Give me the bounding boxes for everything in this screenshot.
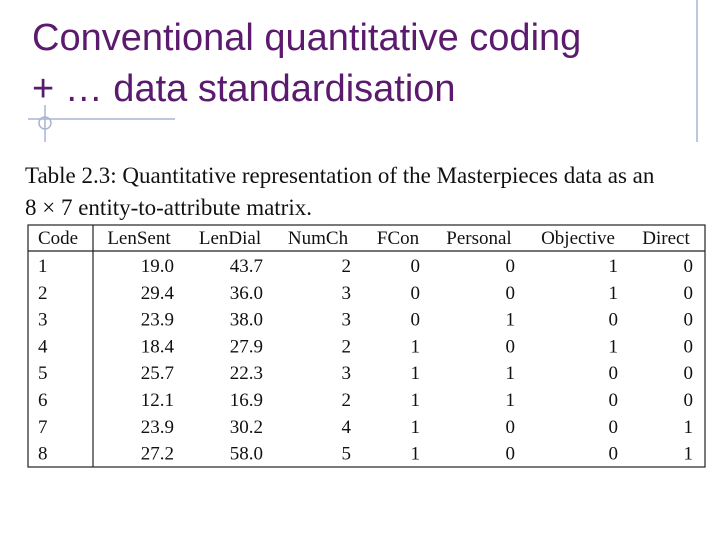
cell: 0 — [411, 283, 421, 304]
cell: 1 — [609, 283, 619, 304]
table-border — [27, 224, 706, 468]
cell: 27.9 — [230, 336, 263, 357]
cell: 12.1 — [141, 390, 174, 411]
cell: 0 — [684, 363, 694, 384]
cell: 27.2 — [141, 444, 174, 465]
column-header: NumCh — [288, 228, 349, 249]
cell: 58.0 — [230, 444, 263, 465]
cell: 1 — [411, 390, 421, 411]
cell: 0 — [411, 256, 421, 277]
cell: 0 — [684, 310, 694, 331]
column-header: Direct — [642, 228, 690, 249]
cell: 36.0 — [230, 283, 263, 304]
cell: 19.0 — [141, 256, 174, 277]
cell: 0 — [609, 390, 619, 411]
column-header: LenDial — [199, 228, 261, 249]
cell: 38.0 — [230, 310, 263, 331]
cell: 0 — [609, 417, 619, 438]
cell: 22.3 — [230, 363, 263, 384]
cell: 0 — [506, 444, 516, 465]
cell: 1 — [506, 310, 516, 331]
cell: 1 — [38, 256, 48, 277]
cell: 0 — [684, 283, 694, 304]
cell: 1 — [609, 256, 619, 277]
cell: 4 — [342, 417, 352, 438]
cell: 4 — [38, 336, 48, 357]
title-line: + … data standardisation — [32, 68, 456, 110]
cell: 0 — [609, 444, 619, 465]
cell: 1 — [684, 444, 694, 465]
cell: 0 — [609, 363, 619, 384]
cell: 2 — [38, 283, 48, 304]
column-header: LenSent — [107, 228, 171, 249]
cell: 3 — [342, 283, 352, 304]
title-line: Conventional quantitative coding — [32, 17, 581, 59]
cell: 2 — [342, 256, 352, 277]
cell: 0 — [506, 283, 516, 304]
cell: 23.9 — [141, 417, 174, 438]
cell: 16.9 — [230, 390, 263, 411]
cell: 3 — [342, 310, 352, 331]
cell: 2 — [342, 390, 352, 411]
cell: 43.7 — [230, 256, 263, 277]
cell: 5 — [38, 363, 48, 384]
cell: 5 — [342, 444, 352, 465]
cell: 8 — [38, 444, 48, 465]
caption: 8 × 7 entity-to-attribute matrix. — [25, 195, 312, 220]
cell: 0 — [411, 310, 421, 331]
cell: 1 — [506, 363, 516, 384]
cell: 0 — [684, 336, 694, 357]
cell: 0 — [684, 390, 694, 411]
column-header: Objective — [541, 228, 615, 249]
cell: 1 — [506, 390, 516, 411]
cell: 2 — [342, 336, 352, 357]
cell: 0 — [506, 336, 516, 357]
cell: 1 — [411, 363, 421, 384]
table: Code LenSent LenDial NumCh FCon Personal Objec… — [38, 228, 693, 465]
cell: 29.4 — [141, 283, 175, 304]
cell: 30.2 — [230, 417, 263, 438]
column-header: Code — [38, 228, 78, 249]
cell: 0 — [506, 256, 516, 277]
cell: 3 — [342, 363, 352, 384]
cell: 1 — [609, 336, 619, 357]
cell: 0 — [506, 417, 516, 438]
column-header: FCon — [377, 228, 420, 249]
cell: 25.7 — [141, 363, 174, 384]
cell: 1 — [684, 417, 694, 438]
cell: 1 — [411, 417, 421, 438]
cell: 6 — [38, 390, 48, 411]
cell: 0 — [684, 256, 694, 277]
cell: 18.4 — [141, 336, 175, 357]
cell: 23.9 — [141, 310, 174, 331]
cell: 0 — [609, 310, 619, 331]
caption: Table 2.3: Quantitative representation o… — [25, 163, 655, 188]
column-header: Personal — [446, 228, 511, 249]
cell: 7 — [38, 417, 48, 438]
cell: 1 — [411, 444, 421, 465]
decor-circle — [38, 116, 52, 130]
cell: 1 — [411, 336, 421, 357]
cell: 3 — [38, 310, 48, 331]
